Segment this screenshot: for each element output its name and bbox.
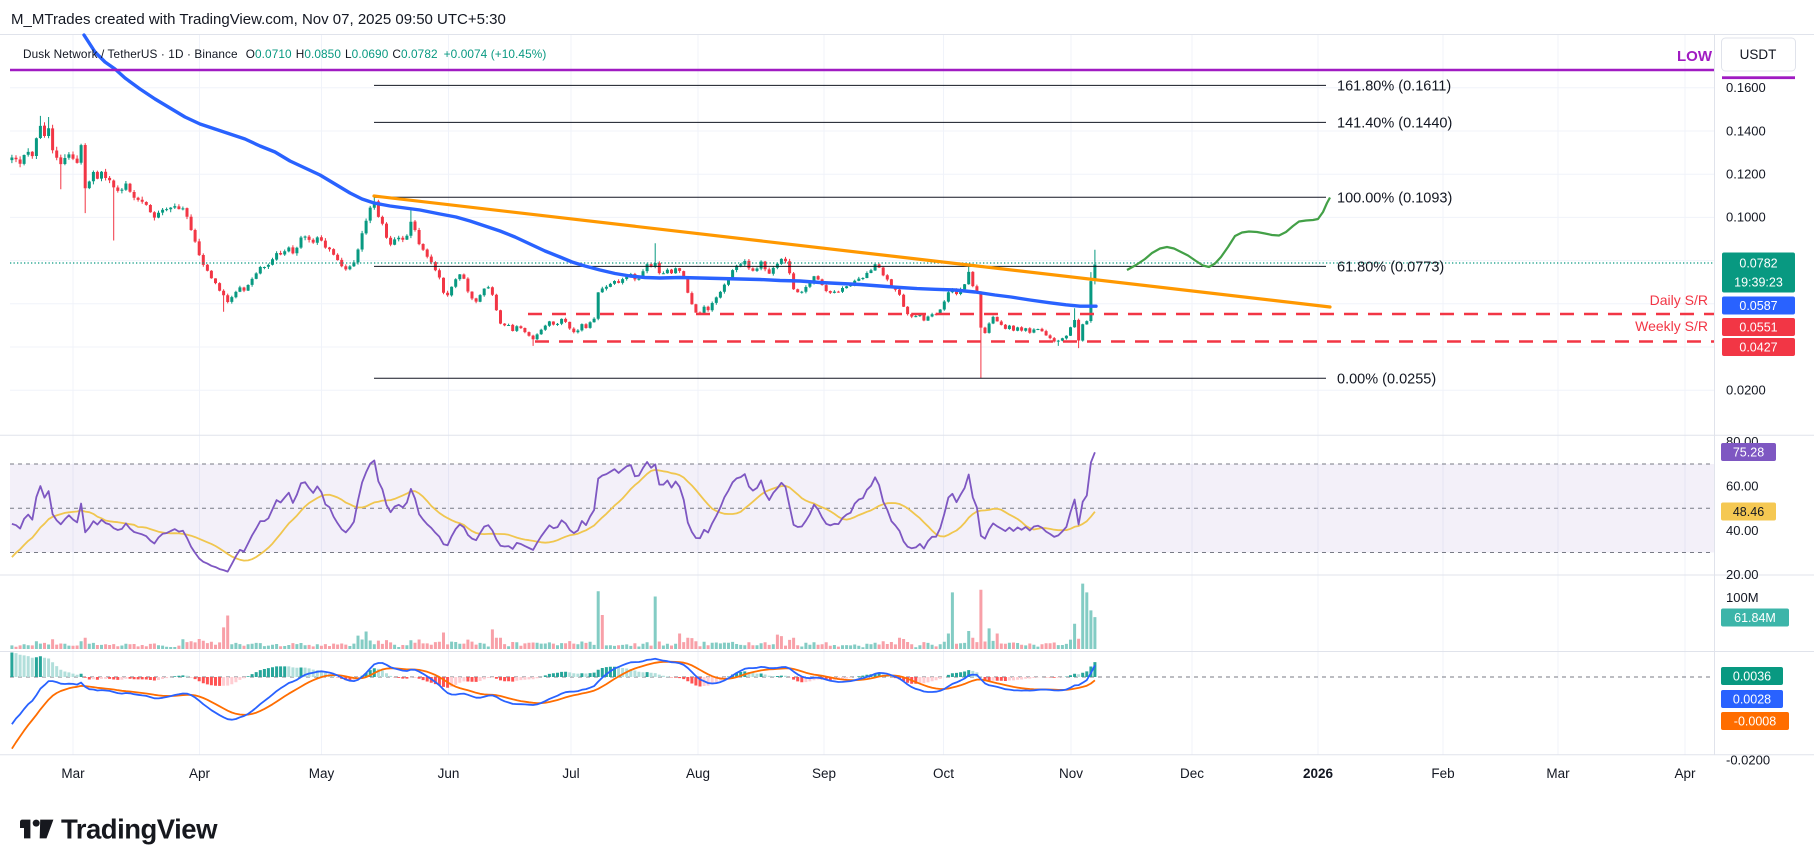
svg-text:61.80% (0.0773): 61.80% (0.0773) [1337,259,1444,275]
svg-text:40.00: 40.00 [1726,523,1759,538]
svg-text:161.80% (0.1611): 161.80% (0.1611) [1337,78,1451,94]
svg-text:0.1200: 0.1200 [1726,167,1766,182]
svg-text:0.1600: 0.1600 [1726,80,1766,95]
svg-text:0.00% (0.0255): 0.00% (0.0255) [1337,371,1436,387]
svg-text:May: May [309,766,335,781]
svg-text:141.40% (0.1440): 141.40% (0.1440) [1337,115,1452,131]
svg-text:Nov: Nov [1059,766,1083,781]
svg-text:-0.0008: -0.0008 [1734,715,1776,729]
svg-text:75.28: 75.28 [1733,446,1764,460]
svg-text:2026: 2026 [1303,766,1334,781]
svg-text:Apr: Apr [189,766,211,781]
svg-text:Mar: Mar [61,766,85,781]
svg-text:TradingView: TradingView [61,814,218,845]
svg-text:0.0782: 0.0782 [1739,257,1777,271]
svg-text:0.0028: 0.0028 [1733,693,1771,707]
svg-text:0.0427: 0.0427 [1739,341,1777,355]
svg-text:20.00: 20.00 [1726,567,1759,582]
svg-text:M_MTrades created with Trading: M_MTrades created with TradingView.com, … [11,11,506,28]
svg-text:Dusk Network / TetherUS · 1D ·: Dusk Network / TetherUS · 1D · Binance O0… [23,47,546,61]
svg-text:Aug: Aug [686,766,710,781]
svg-text:0.0036: 0.0036 [1733,670,1771,684]
svg-text:48.46: 48.46 [1733,505,1764,519]
svg-text:0.1400: 0.1400 [1726,123,1766,138]
svg-text:60.00: 60.00 [1726,479,1759,494]
svg-text:0.1000: 0.1000 [1726,210,1766,225]
svg-text:LOW: LOW [1677,48,1713,65]
svg-text:Dec: Dec [1180,766,1204,781]
svg-text:19:39:23: 19:39:23 [1734,276,1783,290]
svg-text:0.0200: 0.0200 [1726,383,1766,398]
svg-text:0.0587: 0.0587 [1739,299,1777,313]
svg-text:100M: 100M [1726,590,1759,605]
svg-text:Mar: Mar [1546,766,1570,781]
svg-text:Jun: Jun [438,766,460,781]
svg-text:Oct: Oct [933,766,954,781]
svg-text:Sep: Sep [812,766,836,781]
svg-text:100.00% (0.1093): 100.00% (0.1093) [1337,190,1452,206]
svg-text:Weekly S/R: Weekly S/R [1635,318,1708,334]
svg-text:Apr: Apr [1674,766,1696,781]
svg-text:USDT: USDT [1740,47,1777,62]
svg-text:-0.0200: -0.0200 [1726,753,1770,768]
svg-text:0.0551: 0.0551 [1739,321,1777,335]
svg-text:61.84M: 61.84M [1734,611,1776,625]
svg-text:Daily S/R: Daily S/R [1650,292,1708,308]
svg-text:Jul: Jul [562,766,579,781]
svg-text:Feb: Feb [1431,766,1454,781]
